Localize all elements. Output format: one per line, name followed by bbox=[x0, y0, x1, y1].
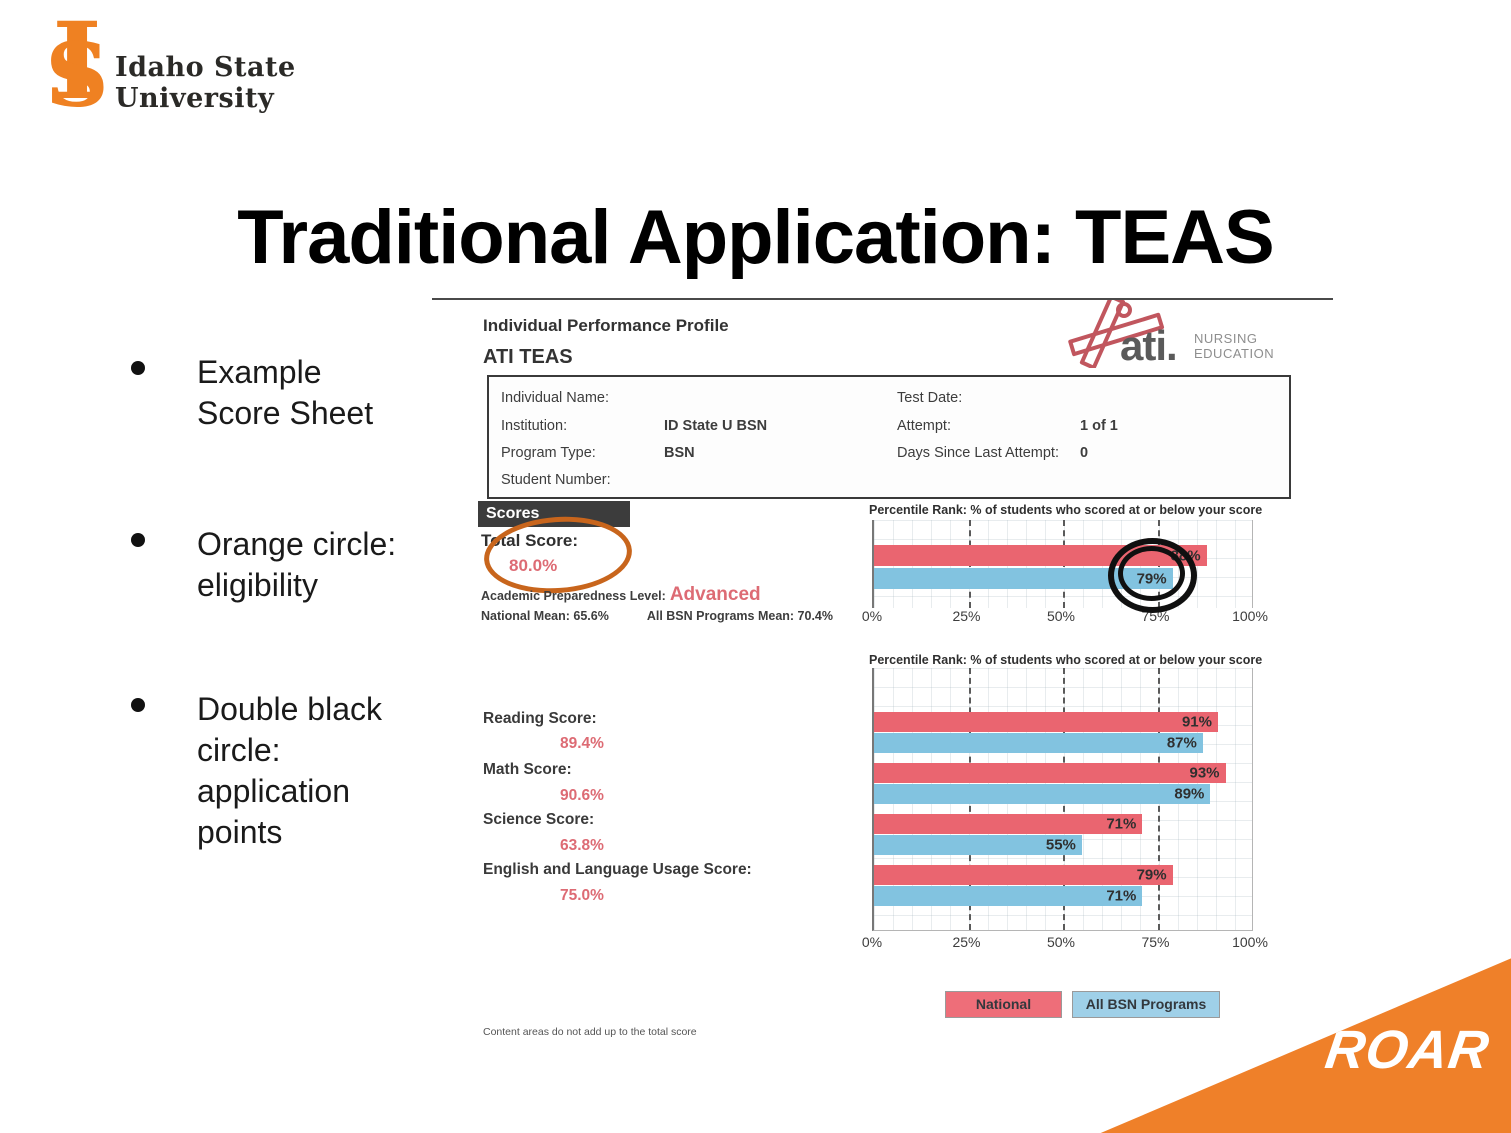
program-type-label: Program Type: bbox=[501, 445, 596, 461]
total-score-value: 80.0% bbox=[509, 556, 558, 575]
test-date-label: Test Date: bbox=[897, 390, 963, 406]
chart2-title: Percentile Rank: % of students who score… bbox=[869, 653, 1263, 667]
candidate-info-box: Individual Name: Institution: ID State U… bbox=[487, 375, 1291, 499]
document-top-rule bbox=[432, 298, 1333, 300]
institution-value: ID State U BSN bbox=[664, 418, 768, 434]
chart2-x-axis: 0% 25% 50% 75% 100% bbox=[862, 934, 1268, 950]
bar-all-bsn-programs: 87% bbox=[874, 733, 1203, 753]
bar-value-label: 71% bbox=[1106, 887, 1137, 905]
preparedness-value: Advanced bbox=[669, 584, 761, 605]
x-axis-tick: 100% bbox=[1232, 608, 1268, 624]
x-axis-tick: 25% bbox=[952, 608, 981, 624]
report-subheading: ATI TEAS bbox=[483, 346, 573, 368]
english-score-label: English and Language Usage Score: bbox=[483, 861, 752, 878]
bar-national: 93% bbox=[874, 763, 1226, 783]
attempt-label: Attempt: bbox=[897, 418, 951, 434]
bar-value-label: 79% bbox=[1136, 866, 1167, 884]
individual-name-label: Individual Name: bbox=[501, 390, 609, 406]
scores-section-header: Scores bbox=[478, 501, 630, 527]
reading-score-label: Reading Score: bbox=[483, 710, 597, 727]
national-mean: National Mean: 65.6% bbox=[481, 609, 609, 623]
roar-label: ROAR bbox=[1321, 1020, 1494, 1080]
chart1-plot-area: 88% 79% bbox=[872, 520, 1253, 608]
x-axis-tick: 75% bbox=[1141, 934, 1170, 950]
bullet-double-black-circle: Double black circle: application points bbox=[197, 691, 382, 850]
reading-score-value: 89.4% bbox=[560, 735, 604, 752]
chart1-title: Percentile Rank: % of students who score… bbox=[869, 503, 1263, 517]
double-black-circle-inner bbox=[1118, 546, 1185, 601]
roar-banner: ROAR bbox=[1100, 958, 1511, 1133]
bar-value-label: 71% bbox=[1106, 815, 1137, 833]
bsn-programs-mean: All BSN Programs Mean: 70.4% bbox=[646, 609, 833, 623]
ati-ribbon-icon bbox=[1068, 300, 1165, 368]
bullet-orange-circle: Orange circle: eligibility bbox=[197, 526, 397, 603]
x-axis-tick: 25% bbox=[952, 934, 981, 950]
bar-value-label: 91% bbox=[1181, 713, 1212, 731]
double-black-circle-outer bbox=[1108, 538, 1197, 613]
math-score-label: Math Score: bbox=[483, 761, 572, 778]
bullet-dot bbox=[131, 361, 145, 375]
bullet-example-score-sheet: Example Score Sheet bbox=[197, 354, 374, 431]
total-score-label: Total Score: bbox=[481, 531, 578, 550]
preparedness-line: Academic Preparedness Level: Advanced bbox=[481, 584, 761, 606]
attempt-value: 1 of 1 bbox=[1080, 418, 1118, 434]
bullet-dot bbox=[131, 533, 145, 547]
bar-value-label: 87% bbox=[1166, 734, 1197, 752]
bar-value-label: 89% bbox=[1174, 785, 1205, 803]
bar-all-bsn-programs: 89% bbox=[874, 784, 1211, 804]
institution-label: Institution: bbox=[501, 418, 568, 434]
isu-logo-wordmark: Idaho State University bbox=[115, 52, 296, 114]
isu-logo-monogram: I S bbox=[36, 8, 118, 130]
ati-logo-subtext: NURSING EDUCATION bbox=[1194, 331, 1274, 361]
bar-value-label: 93% bbox=[1189, 764, 1220, 782]
science-score-value: 63.8% bbox=[560, 837, 604, 854]
x-axis-tick: 0% bbox=[861, 608, 883, 624]
isu-wordmark-line1: Idaho State bbox=[115, 52, 296, 83]
means-line: National Mean: 65.6% All BSN Programs Mea… bbox=[481, 609, 833, 623]
bar-national: 79% bbox=[874, 865, 1173, 885]
bullet-dot bbox=[131, 698, 145, 712]
bar-all-bsn-programs: 55% bbox=[874, 835, 1082, 855]
bar-national: 71% bbox=[874, 814, 1143, 834]
math-score-value: 90.6% bbox=[560, 787, 604, 804]
preparedness-label: Academic Preparedness Level: bbox=[481, 589, 666, 603]
bar-all-bsn-programs: 71% bbox=[874, 886, 1143, 906]
ati-sub-line2: EDUCATION bbox=[1194, 346, 1275, 361]
monogram-letter-s: S bbox=[45, 23, 109, 127]
report-footnote: Content areas do not add up to the total… bbox=[483, 1026, 697, 1038]
days-since-label: Days Since Last Attempt: bbox=[897, 445, 1059, 461]
x-axis-tick: 100% bbox=[1232, 934, 1268, 950]
science-score-label: Science Score: bbox=[483, 811, 595, 828]
program-type-value: BSN bbox=[664, 445, 695, 461]
student-number-label: Student Number: bbox=[501, 472, 611, 488]
legend-all-bsn-programs: All BSN Programs bbox=[1072, 991, 1220, 1018]
bar-value-label: 55% bbox=[1045, 836, 1076, 854]
legend-national: National bbox=[945, 991, 1062, 1018]
monogram-letter-i: I bbox=[52, 0, 102, 123]
ati-sub-line1: NURSING bbox=[1194, 331, 1258, 346]
bar-national: 91% bbox=[874, 712, 1218, 732]
chart1-x-axis: 0% 25% 50% 75% 100% bbox=[862, 608, 1268, 624]
ati-logo-text: ati. bbox=[1120, 322, 1178, 369]
days-since-value: 0 bbox=[1080, 445, 1089, 461]
english-score-value: 75.0% bbox=[560, 887, 604, 904]
x-axis-tick: 0% bbox=[861, 934, 883, 950]
report-heading: Individual Performance Profile bbox=[483, 316, 729, 335]
x-axis-tick: 50% bbox=[1046, 608, 1076, 624]
isu-wordmark-line2: University bbox=[115, 83, 275, 114]
x-axis-tick: 50% bbox=[1046, 934, 1076, 950]
chart2-plot-area: 91% 93% 71% 79% 87% 89% 55% 71% bbox=[872, 668, 1253, 931]
slide-title: Traditional Application: TEAS bbox=[237, 195, 1274, 280]
